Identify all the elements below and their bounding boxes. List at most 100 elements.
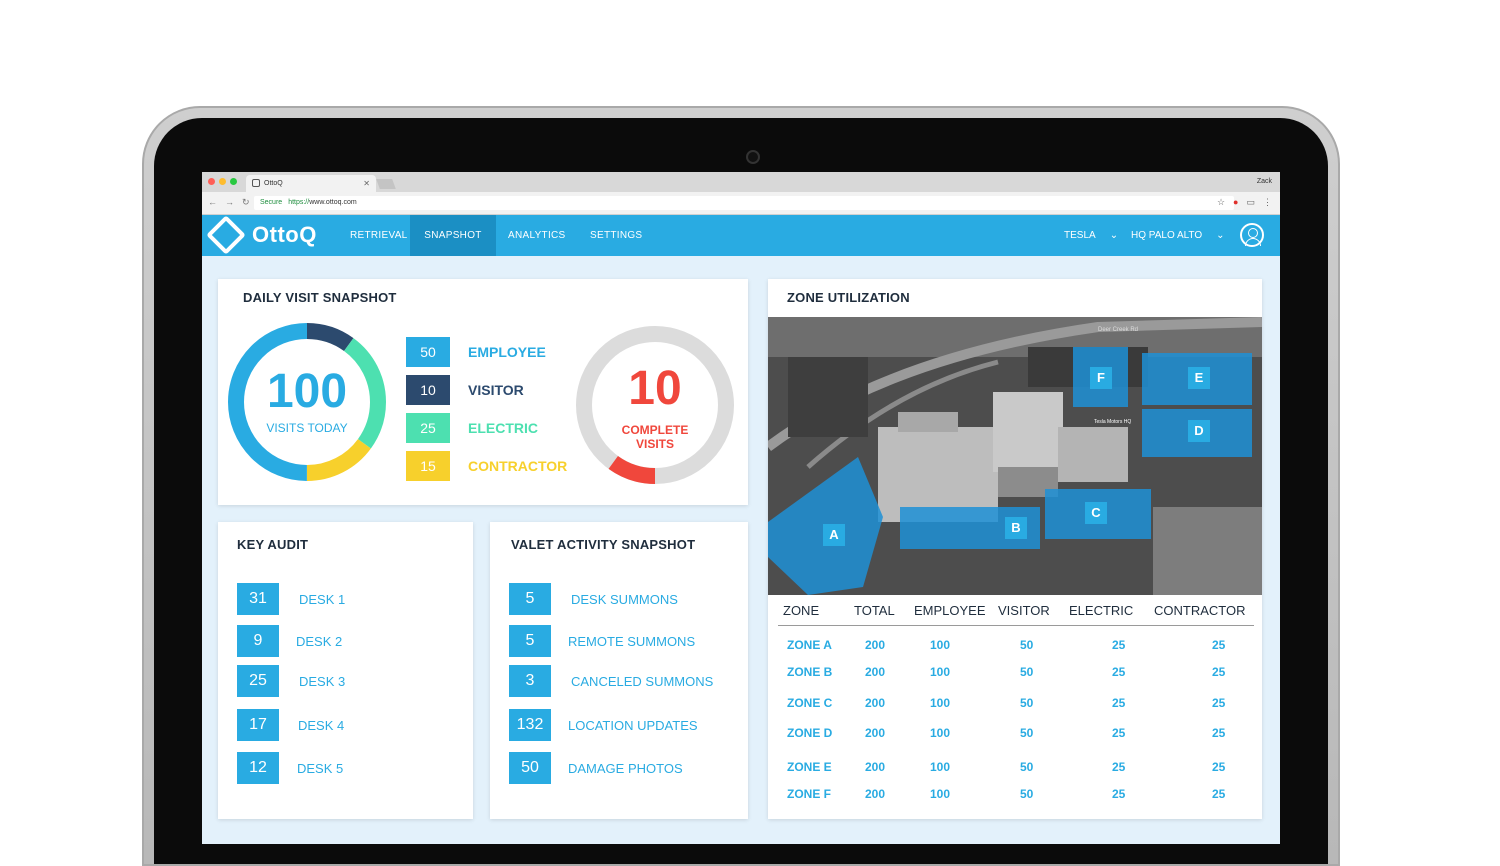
daily-visit-card: DAILY VISIT SNAPSHOT 100 VISITS TODAY 50… — [218, 279, 748, 505]
table-cell: 200 — [865, 665, 886, 679]
nav-analytics[interactable]: ANALYTICS — [508, 230, 566, 241]
zone-map[interactable]: Deer Creek Rd Tesla Motors HQ A B C D E … — [768, 317, 1262, 595]
back-icon[interactable]: ← — [208, 197, 217, 207]
favicon-icon — [252, 179, 260, 187]
forward-icon[interactable]: → — [225, 197, 234, 207]
valet-row[interactable]: 3 CANCELED SUMMONS — [509, 665, 713, 697]
visits-total-value: 100 — [266, 365, 348, 418]
valet-row[interactable]: 5 DESK SUMMONS — [509, 583, 678, 615]
table-cell: 50 — [1020, 696, 1034, 710]
zone-e-marker[interactable]: E — [1188, 367, 1210, 389]
browser-tab[interactable]: OttoQ ✕ — [246, 175, 376, 192]
app-header: OttoQ RETRIEVAL SNAPSHOT ANALYTICS SETTI… — [202, 215, 1280, 256]
zone-d-marker[interactable]: D — [1188, 420, 1210, 442]
visits-total-label: VISITS TODAY — [266, 421, 348, 435]
zone-a-marker[interactable]: A — [823, 524, 845, 546]
key_audit-row[interactable]: 12 DESK 5 — [237, 752, 343, 784]
legend-label: ELECTRIC — [468, 420, 538, 436]
zone-name: ZONE B — [787, 665, 833, 679]
stat-label: DESK 1 — [299, 591, 346, 607]
key_audit-row[interactable]: 17 DESK 4 — [237, 709, 344, 741]
screen: OttoQ ✕ Zack ← → ↻ Secure https://www.ott… — [202, 172, 1280, 844]
legend-item-visitor: 10 VISITOR — [406, 375, 524, 405]
card-title: VALET ACTIVITY SNAPSHOT — [511, 537, 696, 552]
donut-segment-employee — [228, 323, 386, 481]
user-avatar-icon[interactable] — [1240, 223, 1264, 247]
table-cell: 100 — [930, 696, 951, 710]
table-header-visitor[interactable]: VISITOR — [998, 603, 1050, 618]
key_audit-row[interactable]: 9 DESK 2 — [237, 625, 342, 657]
legend-value: 50 — [406, 337, 450, 367]
browser-user: Zack — [1256, 178, 1272, 185]
table-cell: 100 — [930, 760, 951, 774]
url-field[interactable]: Secure https://www.ottoq.com — [254, 196, 1234, 210]
stat-label: CANCELED SUMMONS — [571, 673, 714, 689]
nav-retrieval[interactable]: RETRIEVAL — [350, 230, 408, 241]
url-proto: https:// — [288, 199, 310, 206]
tab-title: OttoQ — [264, 180, 283, 187]
org-selector[interactable]: TESLA ⌄ — [1064, 215, 1118, 256]
table-cell: 25 — [1112, 760, 1126, 774]
stat-value: 3 — [509, 665, 551, 697]
table-header-contractor[interactable]: CONTRACTOR — [1154, 603, 1246, 618]
stat-label: DESK SUMMONS — [571, 591, 678, 607]
zone-c-marker[interactable]: C — [1085, 502, 1107, 524]
stat-value: 5 — [509, 625, 551, 657]
table-cell: 50 — [1020, 787, 1034, 801]
stat-value: 5 — [509, 583, 551, 615]
table-cell: 25 — [1112, 726, 1126, 740]
nav-snapshot[interactable]: SNAPSHOT — [410, 215, 496, 256]
table-cell: 25 — [1212, 696, 1226, 710]
opera-icon[interactable]: ● — [1233, 197, 1239, 207]
secure-label: Secure — [260, 199, 283, 206]
table-header-zone[interactable]: ZONE — [783, 603, 820, 618]
menu-icon[interactable]: ⋮ — [1263, 197, 1272, 207]
window-controls — [208, 178, 237, 185]
new-tab-button[interactable] — [376, 179, 396, 189]
table-cell: 25 — [1212, 665, 1226, 679]
legend-value: 10 — [406, 375, 450, 405]
key-audit-card: KEY AUDIT 31 DESK 1 9 DESK 2 25 DESK 3 17 DESK … — [218, 522, 473, 819]
card-title: ZONE UTILIZATION — [787, 290, 910, 305]
star-icon[interactable]: ☆ — [1216, 197, 1226, 207]
table-cell: 200 — [865, 696, 886, 710]
valet-row[interactable]: 5 REMOTE SUMMONS — [509, 625, 695, 657]
nav-settings[interactable]: SETTINGS — [590, 230, 643, 241]
cast-icon[interactable]: ▭ — [1246, 197, 1255, 207]
zone-b-marker[interactable]: B — [1005, 517, 1027, 539]
url-host: www.ottoq.com — [309, 199, 357, 206]
table-cell: 25 — [1212, 760, 1226, 774]
valet-row[interactable]: 132 LOCATION UPDATES — [509, 709, 698, 741]
complete-visits-value: 10 — [628, 362, 682, 415]
valet-activity-card: VALET ACTIVITY SNAPSHOT 5 DESK SUMMONS 5 RE… — [490, 522, 748, 819]
maximize-window-button[interactable] — [230, 178, 237, 185]
minimize-window-button[interactable] — [219, 178, 226, 185]
table-cell: 25 — [1212, 638, 1226, 652]
road-label: Deer Creek Rd — [1098, 327, 1138, 333]
table-header-total[interactable]: TOTAL — [854, 603, 895, 618]
browser-tabbar: OttoQ ✕ Zack — [202, 172, 1280, 192]
zone-name: ZONE C — [787, 696, 833, 710]
close-tab-icon[interactable]: ✕ — [363, 179, 370, 188]
stat-value: 50 — [509, 752, 551, 784]
complete-visits-label-1: COMPLETE — [621, 423, 689, 437]
table-cell: 200 — [865, 787, 886, 801]
table-header-employee[interactable]: EMPLOYEE — [914, 603, 986, 618]
close-window-button[interactable] — [208, 178, 215, 185]
stat-label: DESK 2 — [296, 633, 343, 649]
valet-row[interactable]: 50 DAMAGE PHOTOS — [509, 752, 683, 784]
table-header-electric[interactable]: ELECTRIC — [1069, 603, 1134, 618]
stat-value: 31 — [237, 583, 279, 615]
table-cell: 50 — [1020, 760, 1034, 774]
key_audit-row[interactable]: 25 DESK 3 — [237, 665, 345, 697]
table-cell: 25 — [1112, 665, 1126, 679]
stat-label: DESK 5 — [297, 760, 344, 776]
zone-name: ZONE A — [787, 638, 832, 652]
donut-segment-contractor — [228, 323, 386, 481]
zone-f-marker[interactable]: F — [1090, 367, 1112, 389]
legend-item-employee: 50 EMPLOYEE — [406, 337, 546, 367]
reload-icon[interactable]: ↻ — [242, 197, 250, 207]
key_audit-row[interactable]: 31 DESK 1 — [237, 583, 345, 615]
logo[interactable]: OttoQ — [206, 215, 317, 255]
location-selector[interactable]: HQ PALO ALTO ⌄ — [1131, 215, 1225, 256]
